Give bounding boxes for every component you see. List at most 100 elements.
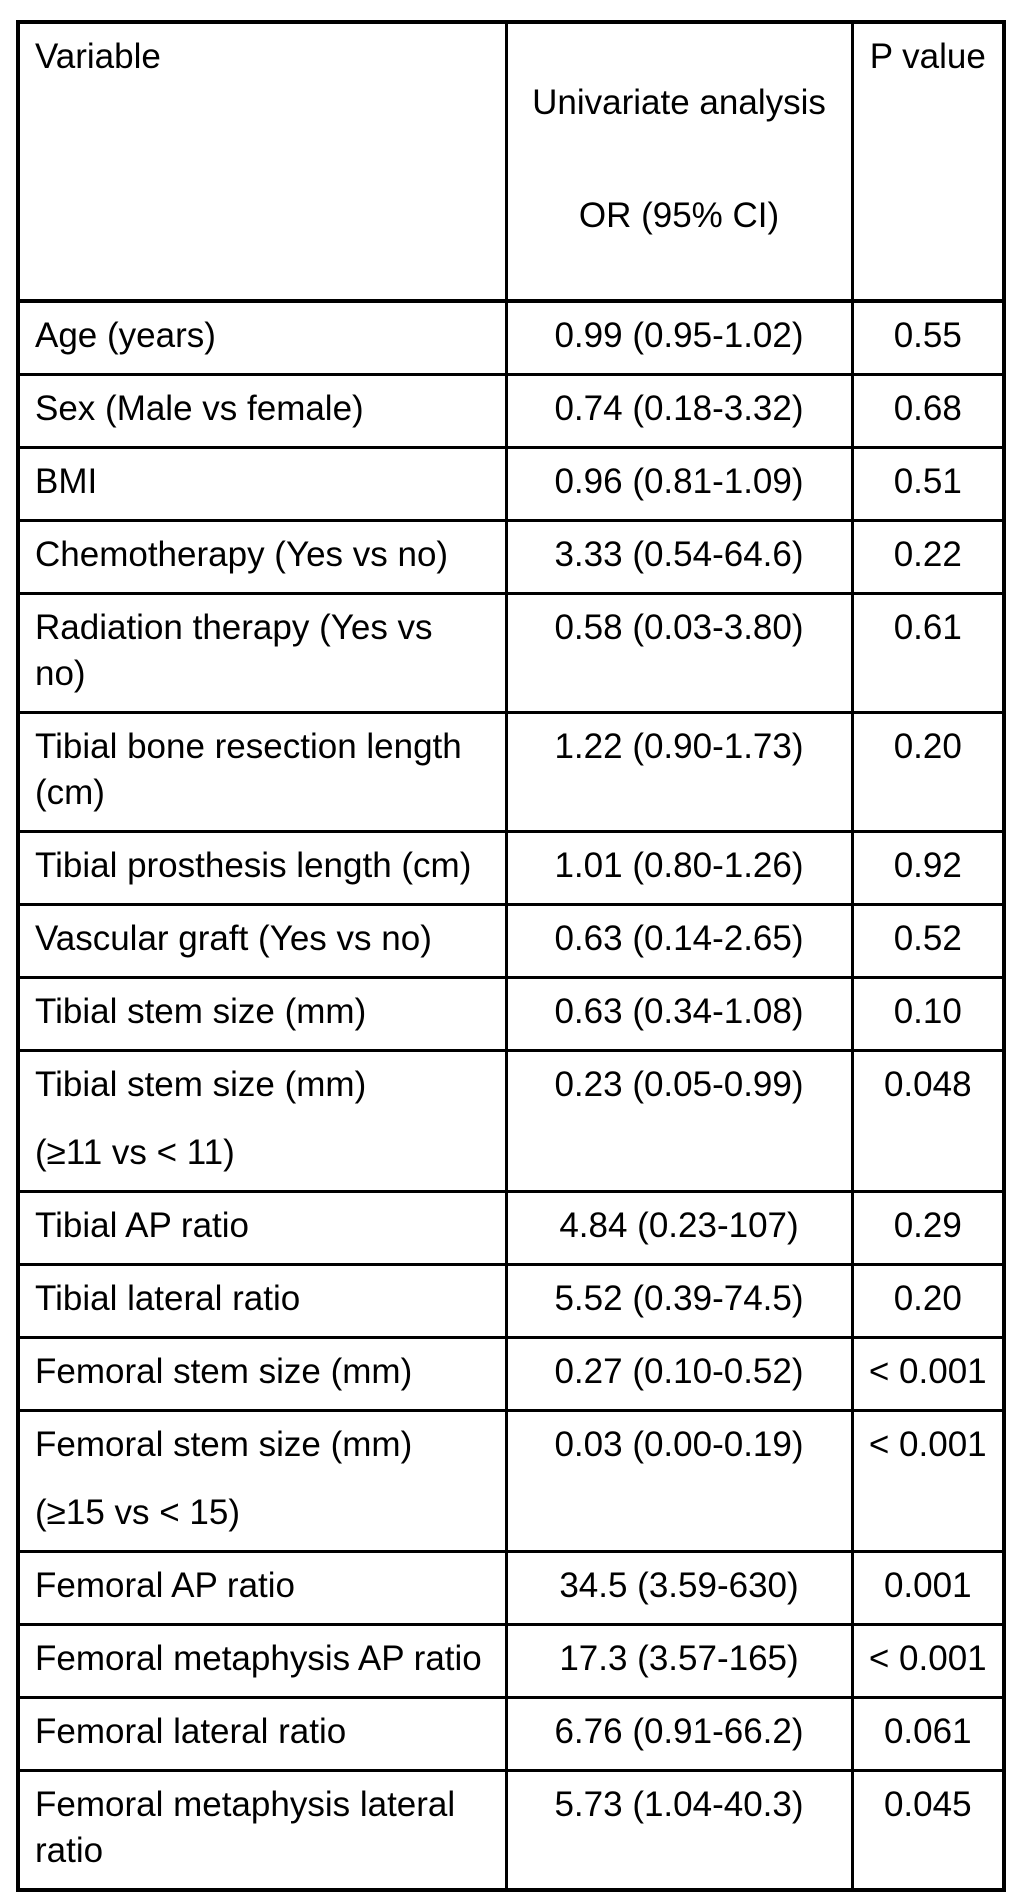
or-ci-cell: 0.23 (0.05-0.99) [504, 1049, 854, 1193]
p-value-cell: 0.061 [850, 1696, 1006, 1772]
table-row: Sex (Male vs female) 0.74 (0.18-3.32) 0.… [16, 373, 1006, 449]
variable-label: Radiation therapy (Yes vs no) [35, 608, 433, 693]
col-header-variable: Variable [16, 20, 508, 303]
table-row: Tibial bone resection length (cm) 1.22 (… [16, 711, 1006, 833]
variable-cell: Femoral metaphysis lateral ratio [16, 1769, 508, 1892]
variable-cell: Tibial AP ratio [16, 1190, 508, 1266]
or-ci-cell: 1.01 (0.80-1.26) [504, 830, 854, 906]
or-ci-cell: 0.63 (0.34-1.08) [504, 976, 854, 1052]
p-value-cell: 0.20 [850, 1263, 1006, 1339]
p-value-cell: 0.001 [850, 1550, 1006, 1626]
p-value-cell: 0.048 [850, 1049, 1006, 1193]
p-value-cell: 0.29 [850, 1190, 1006, 1266]
or-ci-cell: 0.99 (0.95-1.02) [504, 299, 854, 376]
variable-label: Femoral AP ratio [35, 1566, 296, 1605]
variable-cell: Vascular graft (Yes vs no) [16, 903, 508, 979]
univariate-analysis-table: Variable Univariate analysis OR (95% CI)… [16, 20, 1006, 1892]
or-ci-cell: 5.73 (1.04-40.3) [504, 1769, 854, 1892]
or-ci-cell: 0.27 (0.10-0.52) [504, 1336, 854, 1412]
or-ci-cell: 5.52 (0.39-74.5) [504, 1263, 854, 1339]
variable-label: Femoral stem size (mm) [35, 1425, 413, 1464]
table-row: Tibial lateral ratio 5.52 (0.39-74.5) 0.… [16, 1263, 1006, 1339]
variable-cell: Tibial prosthesis length (cm) [16, 830, 508, 906]
or-ci-cell: 0.58 (0.03-3.80) [504, 592, 854, 714]
table-row: Femoral stem size (mm) 0.27 (0.10-0.52) … [16, 1336, 1006, 1412]
col-header-pvalue-label: P value [869, 37, 986, 76]
variable-cell: Femoral lateral ratio [16, 1696, 508, 1772]
col-header-univariate-line2: OR (95% CI) [578, 196, 780, 235]
variable-cell: Sex (Male vs female) [16, 373, 508, 449]
variable-cell: Tibial lateral ratio [16, 1263, 508, 1339]
variable-label: BMI [35, 462, 98, 501]
variable-cell: Femoral stem size (mm) [16, 1336, 508, 1412]
variable-cell: Tibial bone resection length (cm) [16, 711, 508, 833]
variable-label: Tibial stem size (mm) [35, 992, 367, 1031]
or-ci-cell: 0.63 (0.14-2.65) [504, 903, 854, 979]
or-ci-cell: 17.3 (3.57-165) [504, 1623, 854, 1699]
table-row: Tibial stem size (mm) 0.63 (0.34-1.08) 0… [16, 976, 1006, 1052]
p-value-cell: 0.20 [850, 711, 1006, 833]
col-header-univariate-line1: Univariate analysis [532, 83, 826, 122]
variable-label: Vascular graft (Yes vs no) [35, 919, 432, 958]
table-row: Femoral lateral ratio 6.76 (0.91-66.2) 0… [16, 1696, 1006, 1772]
table-row: Femoral metaphysis AP ratio 17.3 (3.57-1… [16, 1623, 1006, 1699]
table-row: Vascular graft (Yes vs no) 0.63 (0.14-2.… [16, 903, 1006, 979]
p-value-cell: 0.51 [850, 446, 1006, 522]
or-ci-cell: 6.76 (0.91-66.2) [504, 1696, 854, 1772]
p-value-cell: 0.52 [850, 903, 1006, 979]
variable-cell: BMI [16, 446, 508, 522]
col-header-variable-label: Variable [35, 37, 161, 76]
p-value-cell: 0.045 [850, 1769, 1006, 1892]
variable-cell: Radiation therapy (Yes vs no) [16, 592, 508, 714]
col-header-univariate: Univariate analysis OR (95% CI) [504, 20, 854, 303]
table-row: Femoral metaphysis lateral ratio 5.73 (1… [16, 1769, 1006, 1892]
variable-cell: Chemotherapy (Yes vs no) [16, 519, 508, 595]
variable-label: Tibial stem size (mm) [35, 1065, 367, 1104]
variable-label: Femoral stem size (mm) [35, 1352, 413, 1391]
p-value-cell: 0.68 [850, 373, 1006, 449]
or-ci-cell: 34.5 (3.59-630) [504, 1550, 854, 1626]
table-row: Femoral stem size (mm) (≥15 vs < 15) 0.03… [16, 1409, 1006, 1553]
or-ci-cell: 0.03 (0.00-0.19) [504, 1409, 854, 1553]
table-row: Age (years) 0.99 (0.95-1.02) 0.55 [16, 299, 1006, 376]
variable-label: Tibial bone resection length (cm) [35, 727, 462, 812]
variable-label: Femoral lateral ratio [35, 1712, 347, 1751]
p-value-cell: < 0.001 [850, 1336, 1006, 1412]
p-value-cell: 0.55 [850, 299, 1006, 376]
variable-label: Tibial lateral ratio [35, 1279, 301, 1318]
variable-label: Femoral metaphysis AP ratio [35, 1639, 482, 1678]
variable-cell: Femoral metaphysis AP ratio [16, 1623, 508, 1699]
p-value-cell: 0.61 [850, 592, 1006, 714]
variable-label: Femoral metaphysis lateral ratio [35, 1785, 456, 1870]
variable-cell: Tibial stem size (mm) (≥11 vs < 11) [16, 1049, 508, 1193]
or-ci-cell: 4.84 (0.23-107) [504, 1190, 854, 1266]
variable-label: Chemotherapy (Yes vs no) [35, 535, 449, 574]
table-row: Tibial stem size (mm) (≥11 vs < 11) 0.23 … [16, 1049, 1006, 1193]
or-ci-cell: 3.33 (0.54-64.6) [504, 519, 854, 595]
table-row: Femoral AP ratio 34.5 (3.59-630) 0.001 [16, 1550, 1006, 1626]
p-value-cell: 0.10 [850, 976, 1006, 1052]
table-row: Tibial prosthesis length (cm) 1.01 (0.80… [16, 830, 1006, 906]
col-header-pvalue: P value [850, 20, 1006, 303]
variable-label: Tibial prosthesis length (cm) [35, 846, 472, 885]
table-row: Tibial AP ratio 4.84 (0.23-107) 0.29 [16, 1190, 1006, 1266]
variable-cell: Femoral stem size (mm) (≥15 vs < 15) [16, 1409, 508, 1553]
variable-cell: Tibial stem size (mm) [16, 976, 508, 1052]
variable-cell: Age (years) [16, 299, 508, 376]
table-row: Radiation therapy (Yes vs no) 0.58 (0.03… [16, 592, 1006, 714]
p-value-cell: 0.92 [850, 830, 1006, 906]
variable-sublabel: (≥11 vs < 11) [35, 1133, 235, 1172]
variable-label: Tibial AP ratio [35, 1206, 249, 1245]
header-row: Variable Univariate analysis OR (95% CI)… [16, 20, 1006, 303]
p-value-cell: < 0.001 [850, 1409, 1006, 1553]
variable-sublabel: (≥15 vs < 15) [35, 1493, 240, 1532]
variable-cell: Femoral AP ratio [16, 1550, 508, 1626]
or-ci-cell: 0.74 (0.18-3.32) [504, 373, 854, 449]
table-row: Chemotherapy (Yes vs no) 3.33 (0.54-64.6… [16, 519, 1006, 595]
table-row: BMI 0.96 (0.81-1.09) 0.51 [16, 446, 1006, 522]
or-ci-cell: 1.22 (0.90-1.73) [504, 711, 854, 833]
variable-label: Age (years) [35, 316, 216, 355]
or-ci-cell: 0.96 (0.81-1.09) [504, 446, 854, 522]
p-value-cell: 0.22 [850, 519, 1006, 595]
